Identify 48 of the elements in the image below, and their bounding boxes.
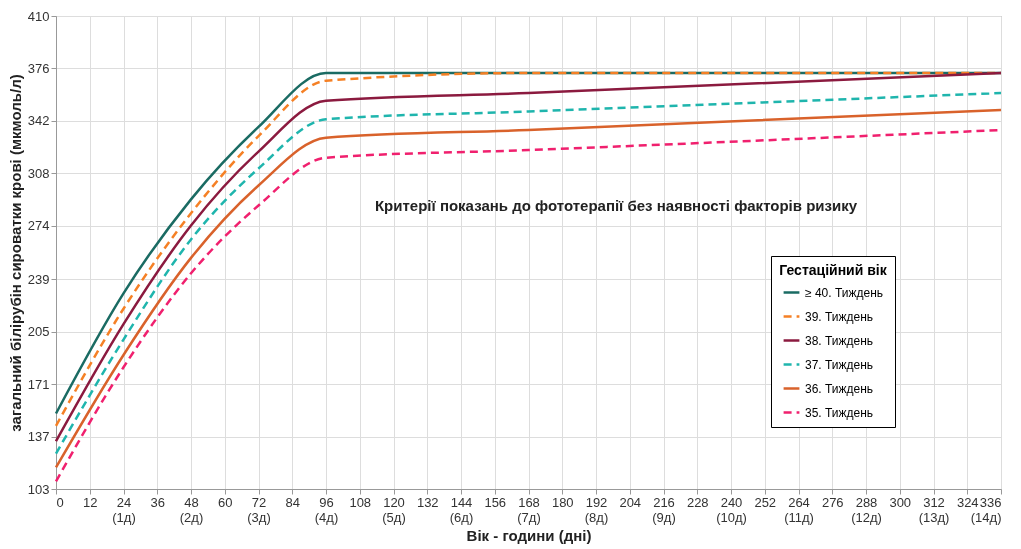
y-tick-label: 308 bbox=[27, 165, 50, 181]
y-tick-label: 410 bbox=[27, 8, 50, 24]
y-tick-label: 376 bbox=[27, 60, 50, 76]
y-tick-label: 137 bbox=[27, 429, 50, 445]
x-tick-label: 156 bbox=[484, 494, 507, 510]
legend-label: 37. Тиждень bbox=[805, 357, 874, 372]
legend-label: 35. Тиждень bbox=[805, 405, 874, 420]
x-tick-label: 264 (11д) bbox=[784, 494, 814, 525]
legend-title: Гестаційний вік bbox=[779, 262, 888, 278]
x-tick-label: 144 (6д) bbox=[449, 494, 474, 525]
x-tick-label: 132 bbox=[416, 494, 439, 510]
y-axis-title: загальний білірубін сироватки крові (мкмоль/л) bbox=[6, 74, 24, 432]
x-tick-label: 12 bbox=[83, 494, 98, 510]
legend-label: 36. Тиждень bbox=[805, 381, 874, 396]
x-tick-label: 108 bbox=[349, 494, 372, 510]
y-tick-label: 171 bbox=[27, 376, 50, 392]
x-tick-label: 24 (1д) bbox=[112, 494, 136, 525]
x-tick-label: 216 (9д) bbox=[652, 494, 676, 525]
x-tick-label: 96 (4д) bbox=[314, 494, 339, 525]
x-tick-label: 120 (5д) bbox=[382, 494, 406, 525]
x-tick-label: 48 (2д) bbox=[179, 494, 204, 525]
x-tick-label: 312 (13д) bbox=[918, 494, 950, 525]
annotation: Критерії показань до фототерапії без наявності факторів ризику bbox=[374, 197, 858, 214]
x-axis-title: Вік - години (дні) bbox=[466, 526, 592, 544]
legend-label: 38. Тиждень bbox=[805, 333, 874, 348]
x-tick-label: 84 bbox=[285, 494, 300, 510]
legend-label: ≥ 40. Тиждень bbox=[805, 285, 884, 300]
y-tick-label: 274 bbox=[27, 218, 50, 234]
x-tick-label: 288 (12д) bbox=[851, 494, 882, 525]
y-tick-label: 103 bbox=[27, 481, 50, 497]
x-tick-label: 324 bbox=[956, 494, 979, 510]
x-tick-label: 168 (7д) bbox=[517, 494, 541, 525]
x-tick-label: 276 bbox=[821, 494, 844, 510]
x-tick-label: 204 bbox=[619, 494, 642, 510]
x-tick-label: 192 (8д) bbox=[584, 494, 609, 525]
x-tick-label: 252 bbox=[754, 494, 777, 510]
legend-label: 39. Тиждень bbox=[805, 309, 874, 324]
x-tick-label: 228 bbox=[686, 494, 709, 510]
y-tick-label: 239 bbox=[27, 271, 50, 287]
x-tick-label: 300 bbox=[889, 494, 912, 510]
x-tick-label: 180 bbox=[551, 494, 574, 510]
y-tick-label: 342 bbox=[27, 113, 50, 129]
x-tick-label: 72 (3д) bbox=[247, 494, 271, 525]
x-tick-label: 240 (10д) bbox=[716, 494, 747, 525]
x-tick-label: 36 bbox=[150, 494, 165, 510]
x-tick-label: 60 bbox=[218, 494, 233, 510]
x-tick-label: 0 bbox=[56, 494, 64, 510]
y-tick-label: 205 bbox=[27, 324, 50, 340]
